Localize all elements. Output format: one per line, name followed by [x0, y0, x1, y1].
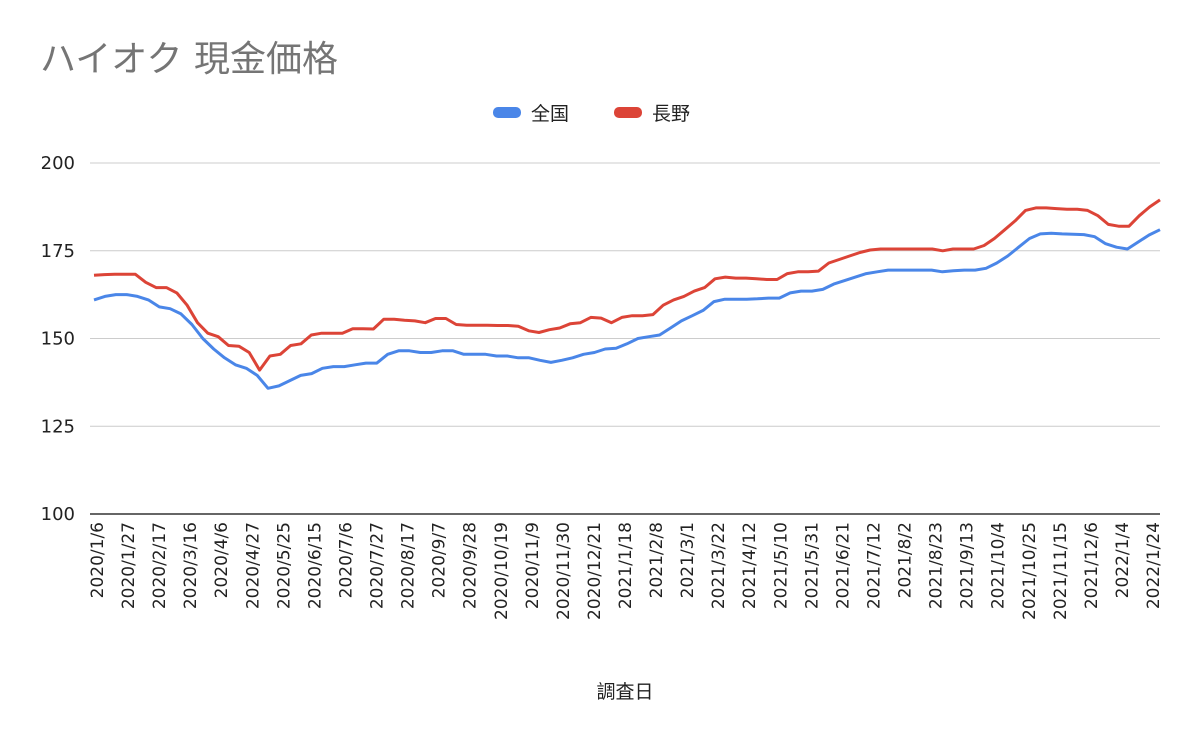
- x-tick-label: 2020/7/27: [368, 522, 388, 609]
- x-tick-label: 2020/11/30: [554, 522, 574, 620]
- x-tick-label: 2021/6/21: [833, 522, 853, 609]
- x-tick-label: 2020/9/7: [430, 522, 450, 598]
- legend-label: 長野: [652, 103, 690, 125]
- x-tick-label: 2020/8/17: [399, 522, 419, 609]
- series-line-1: [93, 198, 1161, 372]
- y-tick-label: 100: [41, 504, 75, 525]
- x-tick-label: 2021/2/8: [647, 522, 667, 598]
- y-tick-label: 200: [41, 153, 75, 174]
- x-tick-label: 2021/11/15: [1051, 522, 1071, 620]
- x-tick-label: 2021/1/18: [616, 522, 636, 609]
- legend-swatch: [614, 107, 642, 118]
- x-tick-label: 2020/6/15: [305, 522, 325, 609]
- x-tick-label: 2020/11/9: [523, 522, 543, 609]
- x-tick-label: 2021/10/25: [1020, 522, 1040, 620]
- x-tick-label: 2020/5/25: [274, 522, 294, 609]
- legend-swatch: [493, 107, 521, 118]
- x-tick-label: 2021/12/6: [1082, 522, 1102, 609]
- grid-lines: [90, 162, 1160, 515]
- x-tick-label: 2021/4/12: [740, 522, 760, 609]
- series-line-0: [93, 228, 1161, 390]
- x-tick-label: 2020/3/16: [181, 522, 201, 609]
- series-lines: [93, 198, 1161, 390]
- legend-label: 全国: [531, 103, 569, 125]
- x-tick-label: 2021/3/1: [678, 522, 698, 598]
- y-tick-label: 125: [41, 416, 75, 437]
- x-tick-labels: 2020/1/6 2020/1/27 2020/2/17 2020/3/16 2020/…: [88, 522, 1164, 620]
- chart-title: ハイオク 現金価格: [40, 39, 339, 80]
- x-tick-label: 2020/7/6: [336, 522, 356, 598]
- x-tick-label: 2020/4/27: [243, 522, 263, 609]
- x-tick-label: 2020/9/28: [461, 522, 481, 609]
- x-tick-label: 2021/10/4: [989, 522, 1009, 609]
- x-tick-label: 2021/3/22: [709, 522, 729, 609]
- x-tick-label: 2022/1/24: [1144, 522, 1164, 609]
- x-tick-label: 2021/5/10: [771, 522, 791, 609]
- x-tick-label: 2022/1/4: [1113, 522, 1133, 598]
- y-tick-label: 175: [41, 241, 75, 262]
- x-tick-label: 2020/4/6: [212, 522, 232, 598]
- x-tick-label: 2020/12/21: [585, 522, 605, 620]
- x-tick-label: 2021/5/31: [802, 522, 822, 609]
- x-tick-label: 2020/2/17: [150, 522, 170, 609]
- y-tick-labels: 100 125 150 175 200: [41, 153, 75, 525]
- x-tick-label: 2020/1/27: [119, 522, 139, 609]
- x-tick-label: 2021/7/12: [864, 522, 884, 609]
- x-tick-label: 2021/8/23: [927, 522, 947, 609]
- x-tick-label: 2020/10/19: [492, 522, 512, 620]
- x-tick-label: 2021/8/2: [896, 522, 916, 598]
- x-tick-label: 2021/9/13: [958, 522, 978, 609]
- y-tick-label: 150: [41, 329, 75, 350]
- legend: 全国 長野: [493, 103, 690, 125]
- x-axis-title: 調査日: [596, 681, 653, 703]
- x-tick-label: 2020/1/6: [88, 522, 108, 598]
